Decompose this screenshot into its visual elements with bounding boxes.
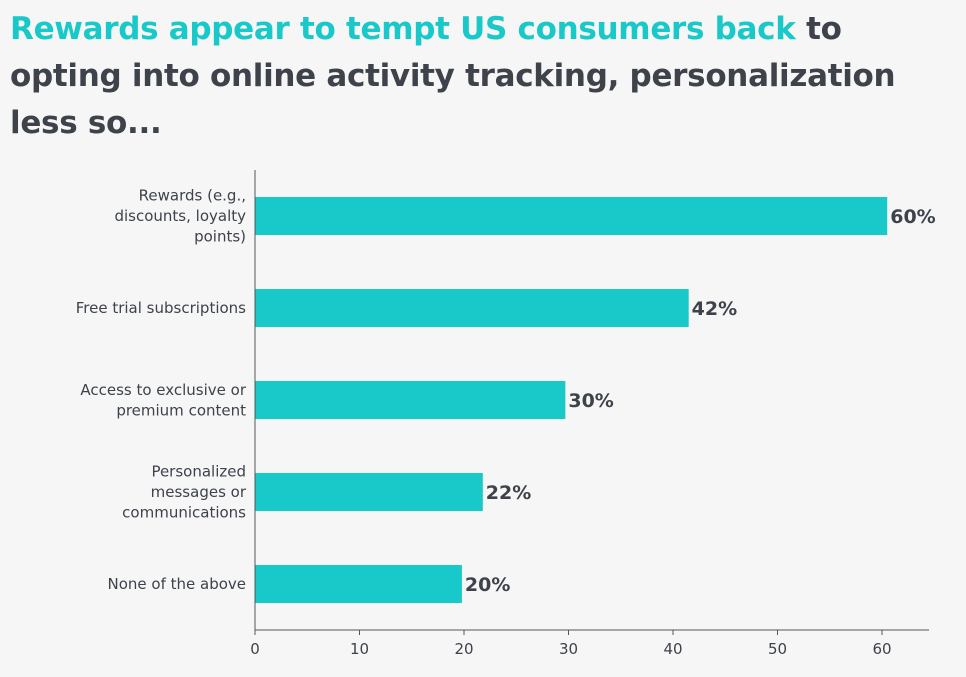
x-tick-label: 40 bbox=[663, 640, 682, 658]
category-label-line: Access to exclusive or bbox=[80, 381, 246, 399]
bar-value-label: 42% bbox=[692, 298, 737, 320]
bar-value-label: 60% bbox=[890, 206, 935, 228]
category-label-line: discounts, loyalty bbox=[114, 207, 246, 225]
category-label-line: premium content bbox=[116, 401, 246, 419]
category-label: Rewards (e.g., discounts, loyalty points) bbox=[114, 187, 246, 246]
x-tick-label: 30 bbox=[559, 640, 578, 658]
x-tick-label: 20 bbox=[454, 640, 473, 658]
bar bbox=[255, 473, 483, 511]
chart-title: Rewards appear to tempt US consumers bac… bbox=[10, 6, 960, 147]
bar-value-label: 20% bbox=[465, 574, 510, 596]
category-label-line: points) bbox=[194, 228, 246, 246]
bar bbox=[255, 381, 566, 419]
x-tick-label: 0 bbox=[250, 640, 260, 658]
bar-value-label: 22% bbox=[486, 482, 531, 504]
title-rest: to opting into online activity tracking,… bbox=[10, 11, 896, 141]
bar bbox=[255, 197, 888, 235]
x-tick-label: 50 bbox=[768, 640, 787, 658]
category-label: Access to exclusive or premium content bbox=[80, 381, 246, 420]
title-highlight: Rewards appear to tempt US consumers bac… bbox=[10, 11, 796, 47]
category-label-line: Free trial subscriptions bbox=[76, 299, 246, 317]
category-label: Free trial subscriptions bbox=[76, 299, 246, 317]
category-label-line: messages or bbox=[151, 483, 247, 501]
bar bbox=[255, 565, 462, 603]
category-label-line: Rewards (e.g., bbox=[139, 187, 246, 205]
x-tick-label: 60 bbox=[872, 640, 891, 658]
bar bbox=[255, 289, 689, 327]
bar-value-label: 30% bbox=[568, 390, 613, 412]
category-label-line: communications bbox=[122, 504, 246, 522]
category-label: Personalized messages or communications bbox=[122, 463, 247, 522]
category-label: None of the above bbox=[107, 575, 246, 593]
category-label-line: Personalized bbox=[151, 463, 246, 481]
category-label-line: None of the above bbox=[107, 575, 246, 593]
x-tick-label: 10 bbox=[350, 640, 369, 658]
